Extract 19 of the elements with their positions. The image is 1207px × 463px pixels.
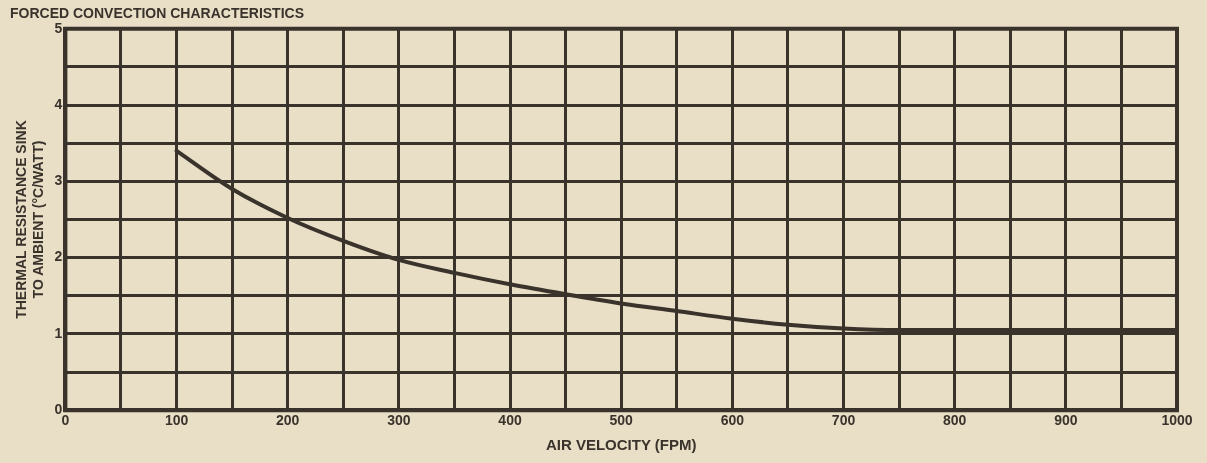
chart-title: FORCED CONVECTION CHARACTERISTICS bbox=[10, 5, 305, 22]
y-tick-label: 2 bbox=[54, 248, 63, 265]
x-tick-label: 200 bbox=[276, 412, 300, 429]
x-tick-label: 400 bbox=[498, 412, 522, 429]
y-axis-title: THERMAL RESISTANCE SINK TO AMBIENT (°C/WATT) bbox=[13, 120, 47, 319]
x-tick-label: 100 bbox=[164, 412, 189, 429]
x-tick-label: 600 bbox=[720, 412, 745, 429]
x-tick-label: 500 bbox=[609, 412, 634, 429]
x-tick-label: 900 bbox=[1054, 412, 1078, 429]
x-tick-label: 700 bbox=[831, 412, 856, 429]
x-tick-label: 1000 bbox=[1161, 412, 1193, 429]
y-tick-label: 5 bbox=[54, 19, 63, 36]
y-tick-label: 4 bbox=[54, 95, 63, 112]
y-tick-label: 3 bbox=[54, 172, 63, 189]
x-tick-label: 300 bbox=[387, 412, 411, 429]
x-axis-title: AIR VELOCITY (FPM) bbox=[545, 436, 697, 454]
y-tick-label: 1 bbox=[54, 324, 63, 341]
x-tick-label: 800 bbox=[943, 412, 967, 429]
y-tick-label: 0 bbox=[54, 401, 63, 418]
